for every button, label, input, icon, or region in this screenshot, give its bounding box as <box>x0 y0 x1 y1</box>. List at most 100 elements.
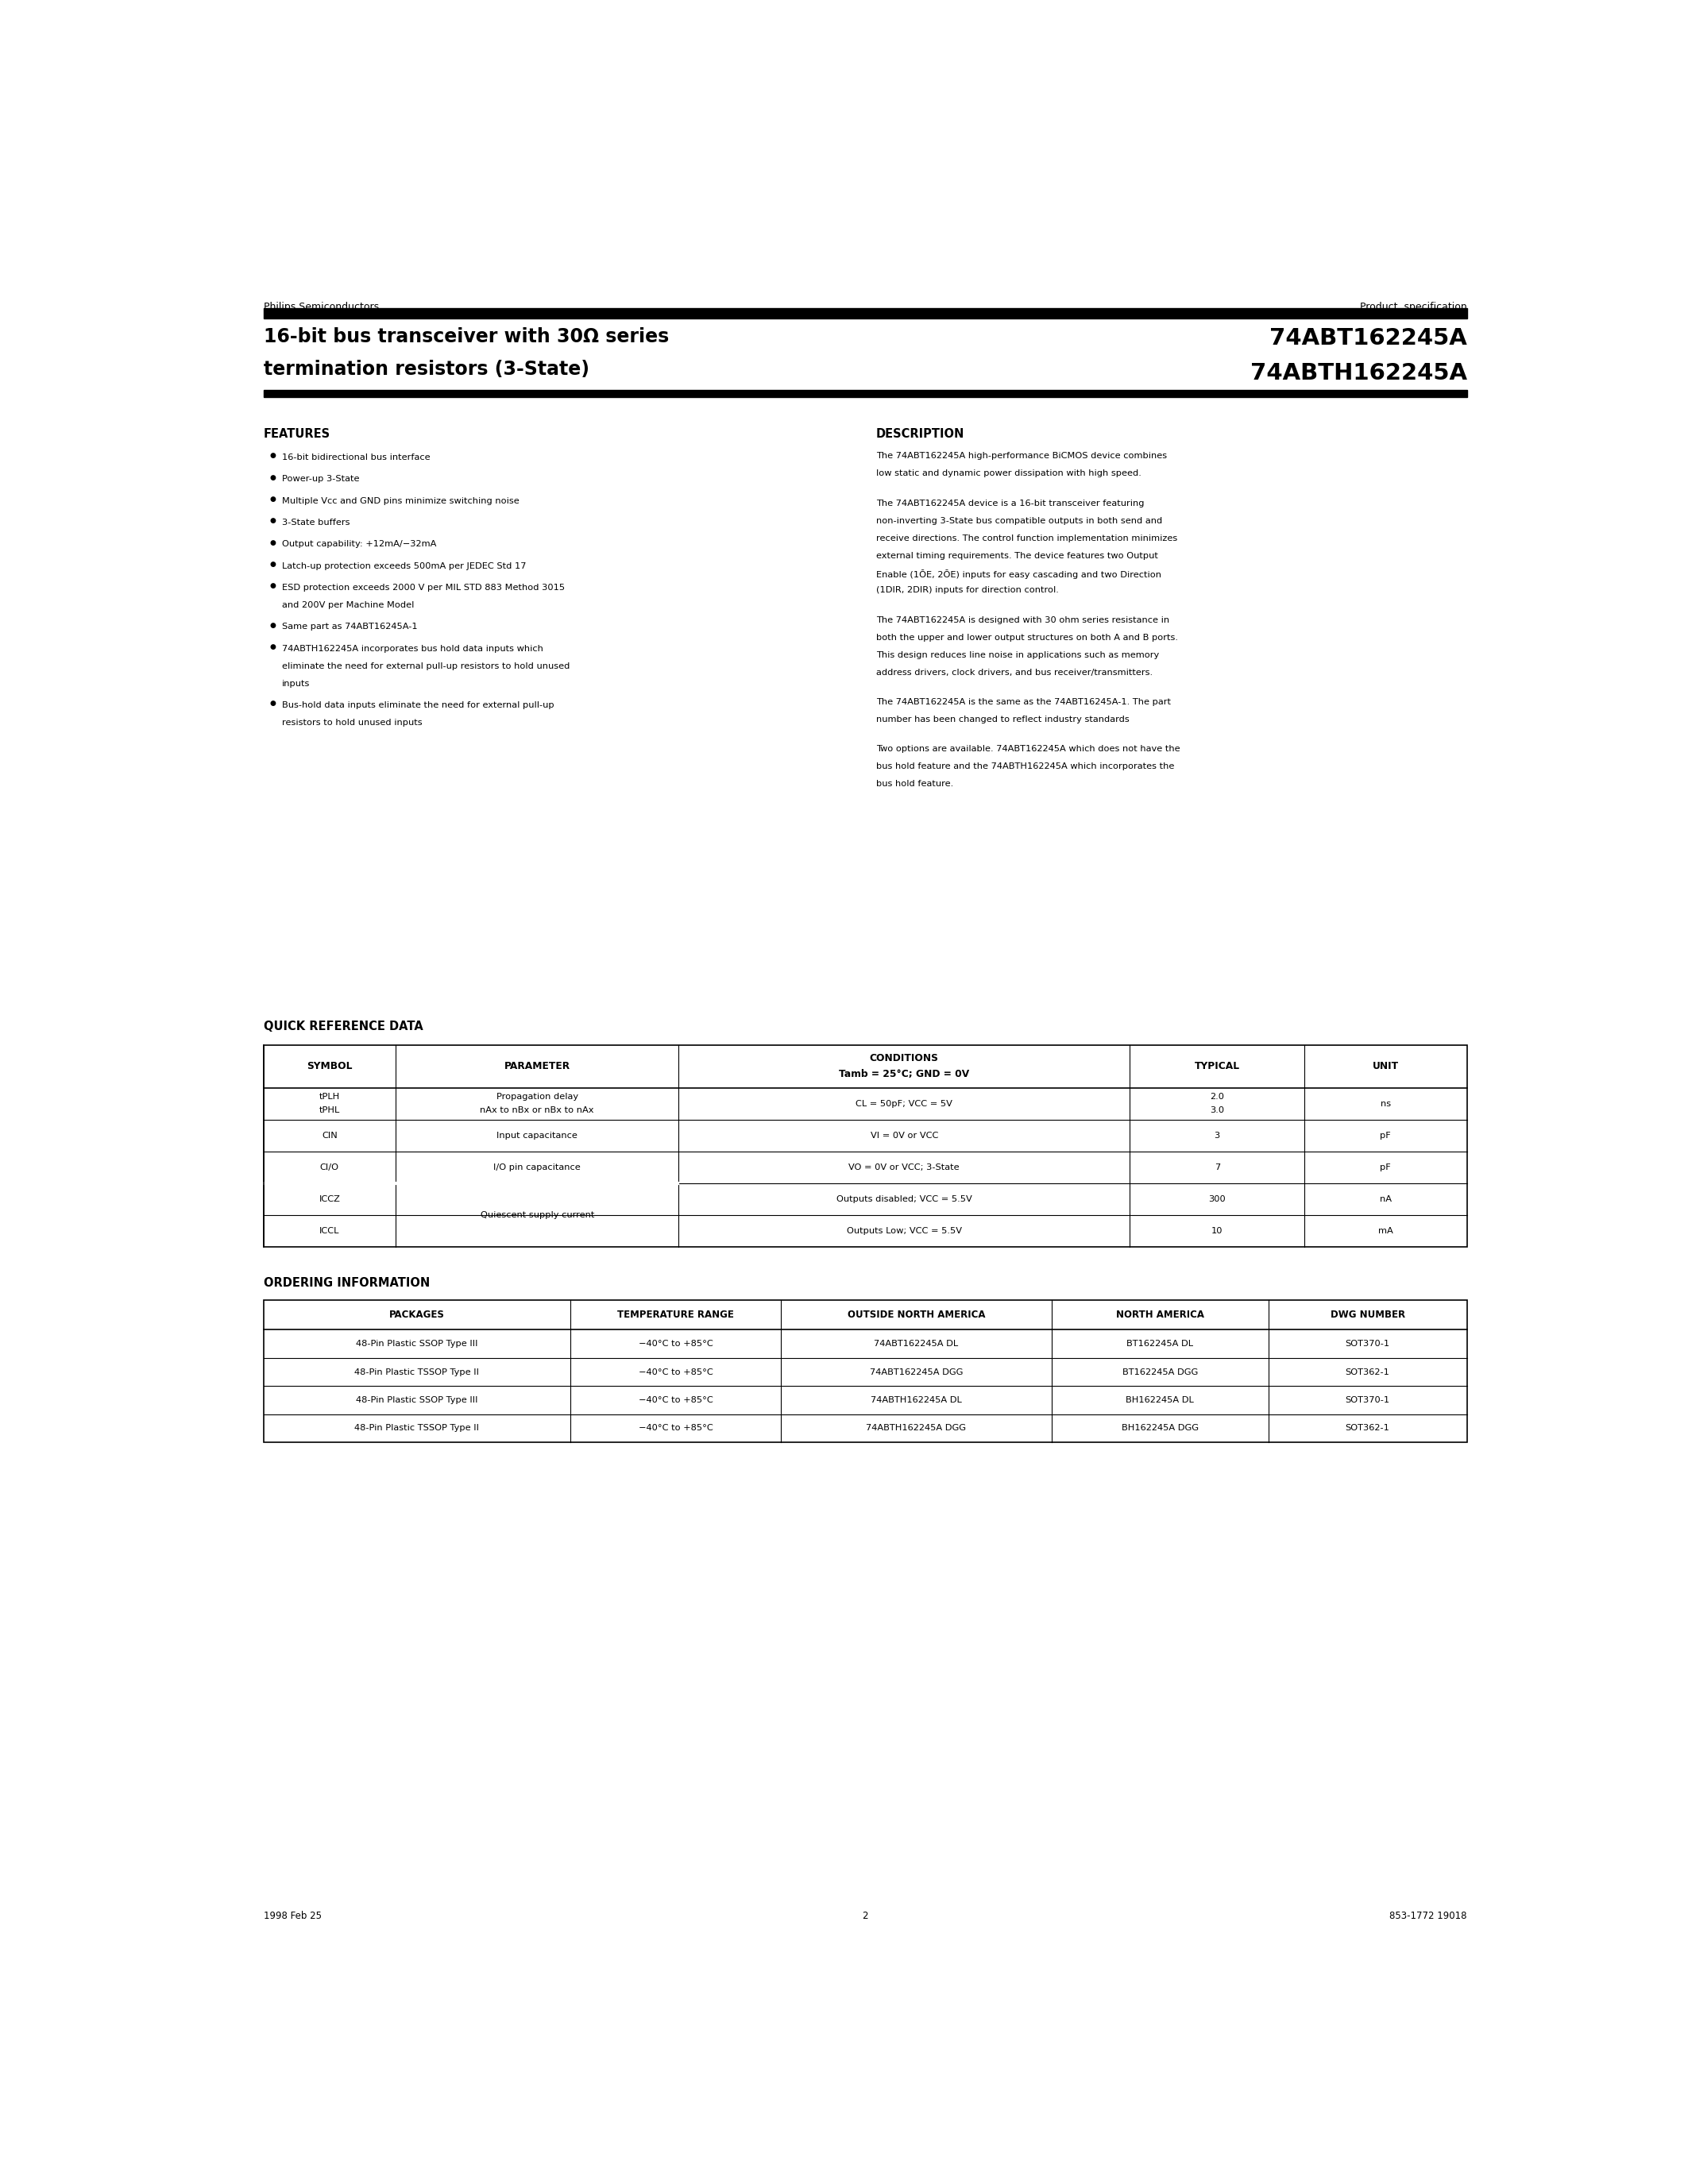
Text: DESCRIPTION: DESCRIPTION <box>876 428 964 439</box>
Text: 853-1772 19018: 853-1772 19018 <box>1389 1911 1467 1922</box>
Text: 74ABT162245A DGG: 74ABT162245A DGG <box>869 1367 962 1376</box>
Text: 2: 2 <box>863 1911 868 1922</box>
Text: ●: ● <box>270 583 275 590</box>
Text: Bus-hold data inputs eliminate the need for external pull-up: Bus-hold data inputs eliminate the need … <box>282 701 554 710</box>
Bar <box>263 391 1467 397</box>
Text: ICCZ: ICCZ <box>319 1195 341 1203</box>
Text: BT162245A DGG: BT162245A DGG <box>1123 1367 1198 1376</box>
Text: pF: pF <box>1381 1164 1391 1171</box>
Text: This design reduces line noise in applications such as memory: This design reduces line noise in applic… <box>876 651 1160 660</box>
Text: VI = 0V or VCC: VI = 0V or VCC <box>871 1131 939 1140</box>
Text: I/O pin capacitance: I/O pin capacitance <box>493 1164 581 1171</box>
Text: −40°C to +85°C: −40°C to +85°C <box>638 1367 712 1376</box>
Bar <box>263 308 1467 319</box>
Text: 74ABTH162245A: 74ABTH162245A <box>1251 363 1467 384</box>
Text: pF: pF <box>1381 1131 1391 1140</box>
Text: SYMBOL: SYMBOL <box>307 1061 353 1072</box>
Text: SOT362-1: SOT362-1 <box>1345 1367 1389 1376</box>
Text: ORDERING INFORMATION: ORDERING INFORMATION <box>263 1278 429 1289</box>
Text: NORTH AMERICA: NORTH AMERICA <box>1116 1310 1204 1321</box>
Text: 74ABT162245A: 74ABT162245A <box>1269 328 1467 349</box>
Text: 74ABTH162245A DGG: 74ABTH162245A DGG <box>866 1424 966 1433</box>
Text: PARAMETER: PARAMETER <box>505 1061 571 1072</box>
Text: SOT362-1: SOT362-1 <box>1345 1424 1389 1433</box>
Bar <box>263 1299 1467 1441</box>
Text: ●: ● <box>270 644 275 651</box>
Text: and 200V per Machine Model: and 200V per Machine Model <box>282 601 414 609</box>
Text: Input capacitance: Input capacitance <box>496 1131 577 1140</box>
Text: ●: ● <box>270 518 275 524</box>
Text: eliminate the need for external pull-up resistors to hold unused: eliminate the need for external pull-up … <box>282 662 569 670</box>
Text: UNIT: UNIT <box>1372 1061 1399 1072</box>
Text: nA: nA <box>1379 1195 1391 1203</box>
Text: 48-Pin Plastic SSOP Type III: 48-Pin Plastic SSOP Type III <box>356 1341 478 1348</box>
Text: 16-bit bus transceiver with 30Ω series: 16-bit bus transceiver with 30Ω series <box>263 328 668 345</box>
Text: bus hold feature and the 74ABTH162245A which incorporates the: bus hold feature and the 74ABTH162245A w… <box>876 762 1175 771</box>
Text: non-inverting 3-State bus compatible outputs in both send and: non-inverting 3-State bus compatible out… <box>876 518 1161 524</box>
Text: BT162245A DL: BT162245A DL <box>1126 1341 1193 1348</box>
Text: CL = 50pF; VCC = 5V: CL = 50pF; VCC = 5V <box>856 1099 952 1107</box>
Text: 3: 3 <box>1214 1131 1220 1140</box>
Text: Output capability: +12mA/−32mA: Output capability: +12mA/−32mA <box>282 539 436 548</box>
Text: 300: 300 <box>1209 1195 1225 1203</box>
Text: 3.0: 3.0 <box>1210 1107 1224 1114</box>
Text: ●: ● <box>270 622 275 629</box>
Text: ●: ● <box>270 539 275 546</box>
Text: Two options are available. 74ABT162245A which does not have the: Two options are available. 74ABT162245A … <box>876 745 1180 753</box>
Text: 1998 Feb 25: 1998 Feb 25 <box>263 1911 321 1922</box>
Text: TYPICAL: TYPICAL <box>1195 1061 1239 1072</box>
Text: low static and dynamic power dissipation with high speed.: low static and dynamic power dissipation… <box>876 470 1141 478</box>
Text: number has been changed to reflect industry standards: number has been changed to reflect indus… <box>876 716 1129 723</box>
Text: ●: ● <box>270 452 275 459</box>
Text: external timing requirements. The device features two Output: external timing requirements. The device… <box>876 553 1158 559</box>
Text: SOT370-1: SOT370-1 <box>1345 1396 1389 1404</box>
Text: ●: ● <box>270 699 275 708</box>
Text: address drivers, clock drivers, and bus receiver/transmitters.: address drivers, clock drivers, and bus … <box>876 668 1153 677</box>
Text: CIN: CIN <box>322 1131 338 1140</box>
Text: mA: mA <box>1377 1227 1393 1234</box>
Text: bus hold feature.: bus hold feature. <box>876 780 954 788</box>
Text: 2.0: 2.0 <box>1210 1092 1224 1101</box>
Text: PACKAGES: PACKAGES <box>388 1310 444 1321</box>
Text: ICCL: ICCL <box>319 1227 339 1234</box>
Text: Outputs Low; VCC = 5.5V: Outputs Low; VCC = 5.5V <box>847 1227 962 1234</box>
Text: OUTSIDE NORTH AMERICA: OUTSIDE NORTH AMERICA <box>847 1310 986 1321</box>
Text: ns: ns <box>1381 1099 1391 1107</box>
Text: Outputs disabled; VCC = 5.5V: Outputs disabled; VCC = 5.5V <box>836 1195 972 1203</box>
Text: DWG NUMBER: DWG NUMBER <box>1330 1310 1404 1321</box>
Text: 74ABT162245A DL: 74ABT162245A DL <box>874 1341 959 1348</box>
Text: termination resistors (3-State): termination resistors (3-State) <box>263 360 589 380</box>
Text: Power-up 3-State: Power-up 3-State <box>282 476 360 483</box>
Text: TEMPERATURE RANGE: TEMPERATURE RANGE <box>618 1310 734 1321</box>
Text: resistors to hold unused inputs: resistors to hold unused inputs <box>282 719 422 727</box>
Text: 7: 7 <box>1214 1164 1220 1171</box>
Text: The 74ABT162245A is designed with 30 ohm series resistance in: The 74ABT162245A is designed with 30 ohm… <box>876 616 1170 625</box>
Text: VO = 0V or VCC; 3-State: VO = 0V or VCC; 3-State <box>849 1164 960 1171</box>
Text: 48-Pin Plastic SSOP Type III: 48-Pin Plastic SSOP Type III <box>356 1396 478 1404</box>
Text: Quiescent supply current: Quiescent supply current <box>479 1210 594 1219</box>
Text: ●: ● <box>270 474 275 480</box>
Text: SOT370-1: SOT370-1 <box>1345 1341 1389 1348</box>
Text: Propagation delay: Propagation delay <box>496 1092 577 1101</box>
Text: ESD protection exceeds 2000 V per MIL STD 883 Method 3015: ESD protection exceeds 2000 V per MIL ST… <box>282 583 565 592</box>
Text: −40°C to +85°C: −40°C to +85°C <box>638 1341 712 1348</box>
Text: FEATURES: FEATURES <box>263 428 331 439</box>
Text: Multiple Vᴄᴄ and GND pins minimize switching noise: Multiple Vᴄᴄ and GND pins minimize switc… <box>282 498 520 505</box>
Text: Philips Semiconductors: Philips Semiconductors <box>263 301 378 312</box>
Text: inputs: inputs <box>282 679 311 688</box>
Text: Enable (1ŎE, 2ŎE) inputs for easy cascading and two Direction: Enable (1ŎE, 2ŎE) inputs for easy cascad… <box>876 570 1161 579</box>
Text: −40°C to +85°C: −40°C to +85°C <box>638 1396 712 1404</box>
Text: 16-bit bidirectional bus interface: 16-bit bidirectional bus interface <box>282 454 430 461</box>
Text: nAx to nBx or nBx to nAx: nAx to nBx or nBx to nAx <box>479 1107 594 1114</box>
Text: The 74ABT162245A high-performance BiCMOS device combines: The 74ABT162245A high-performance BiCMOS… <box>876 452 1166 461</box>
Text: BH162245A DGG: BH162245A DGG <box>1121 1424 1198 1433</box>
Text: tPLH: tPLH <box>319 1092 339 1101</box>
Text: 74ABTH162245A incorporates bus hold data inputs which: 74ABTH162245A incorporates bus hold data… <box>282 644 544 653</box>
Text: Tamb = 25°C; GND = 0V: Tamb = 25°C; GND = 0V <box>839 1068 969 1079</box>
Text: −40°C to +85°C: −40°C to +85°C <box>638 1424 712 1433</box>
Text: Same part as 74ABT16245A-1: Same part as 74ABT16245A-1 <box>282 622 417 631</box>
Text: ●: ● <box>270 561 275 568</box>
Text: 74ABTH162245A DL: 74ABTH162245A DL <box>871 1396 962 1404</box>
Text: tPHL: tPHL <box>319 1107 339 1114</box>
Text: Latch-up protection exceeds 500mA per JEDEC Std 17: Latch-up protection exceeds 500mA per JE… <box>282 561 527 570</box>
